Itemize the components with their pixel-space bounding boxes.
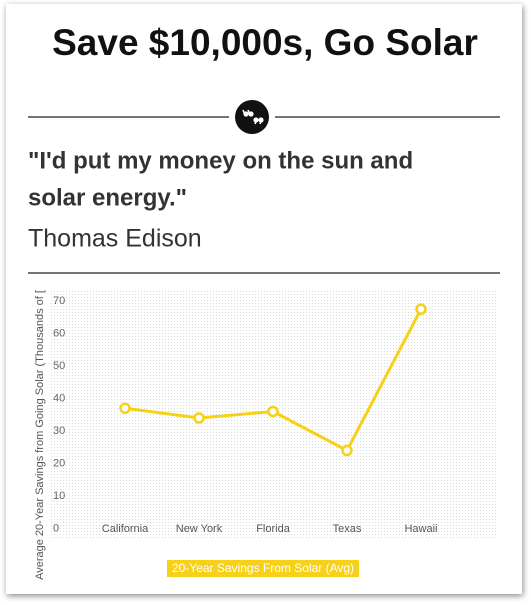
legend-label: 20-Year Savings From Solar (Avg) (172, 561, 354, 575)
point (415, 303, 427, 315)
x-tick-label: Hawaii (404, 523, 437, 535)
y-tick-label: 0 (53, 522, 59, 534)
y-tick-label: 20 (53, 457, 65, 469)
y-tick-label: 30 (53, 425, 65, 437)
title: Save $10,000s, Go Solar (52, 22, 478, 63)
point (119, 402, 131, 414)
y-tick-label: 60 (53, 327, 65, 339)
quote-text: solar energy." (28, 184, 187, 211)
x-tick-label: New York (176, 523, 223, 535)
x-tick-label: California (102, 523, 149, 535)
quote-author: Thomas Edison (28, 225, 202, 253)
x-tick-label: Texas (333, 523, 362, 535)
x-tick-label: Florida (256, 523, 291, 535)
y-axis-label: Average 20-Year Savings from Going Solar… (34, 290, 46, 580)
point (193, 412, 205, 424)
point (267, 405, 279, 418)
legend-swatch (167, 560, 359, 577)
y-tick-label: 70 (53, 295, 65, 307)
y-tick-label: 40 (53, 392, 65, 404)
y-tick-label: 50 (53, 360, 65, 372)
point (341, 444, 353, 457)
quote-icon (235, 100, 269, 134)
y-tick-label: 10 (53, 490, 65, 502)
quote-text: "I'd put my money on the sun and (28, 147, 413, 174)
